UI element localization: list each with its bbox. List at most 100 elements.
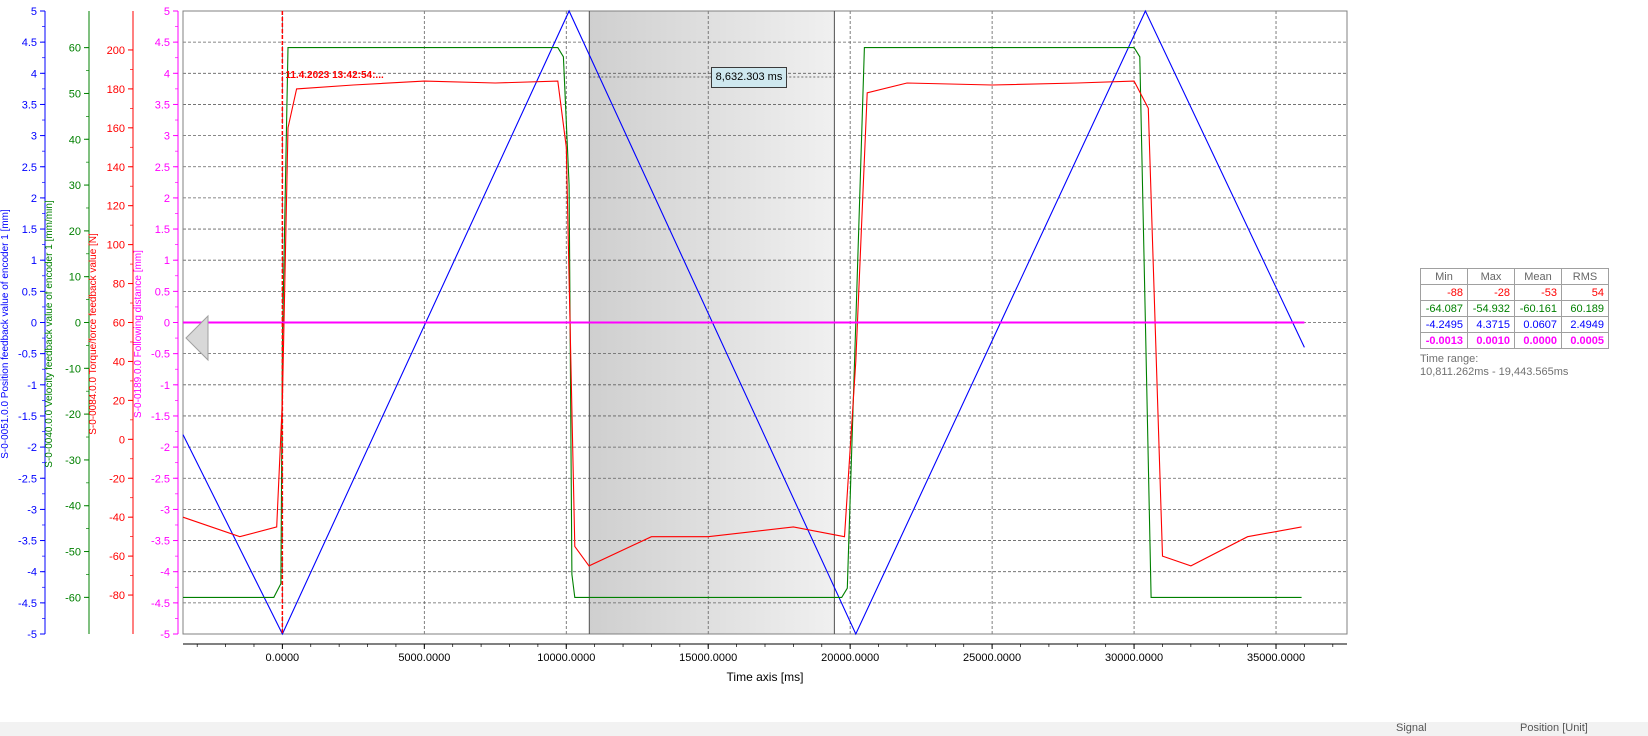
y-tick-label-force: 120 [107, 201, 125, 213]
y-tick-label-follow: 4.5 [155, 37, 170, 49]
y-tick-label-follow: 1 [164, 255, 170, 267]
x-tick-label: 10000.0000 [537, 652, 595, 664]
x-tick-label: 30000.0000 [1105, 652, 1163, 664]
y-tick-label-vel: -50 [65, 547, 81, 559]
y-tick-label-force: 60 [113, 318, 125, 330]
y-axis-label-follow: S-0-0189.0.0 Following distance [mm] [133, 250, 144, 418]
y-tick-label-vel: 30 [69, 180, 81, 192]
y-tick-label-pos: 1 [31, 255, 37, 267]
stats-cell: 2.4949 [1561, 316, 1609, 333]
cursor-timestamp-label: 11.4.2023 13:42:54:... [285, 70, 384, 81]
y-tick-label-vel: 40 [69, 134, 81, 146]
stats-cell: -53 [1514, 284, 1562, 301]
y-tick-label-pos: -2 [27, 442, 37, 454]
scroll-left-arrow [185, 314, 209, 362]
stats-cell: 60.189 [1561, 300, 1609, 317]
y-tick-label-force: -40 [109, 512, 125, 524]
y-tick-label-force: 140 [107, 162, 125, 174]
stats-cell: -28 [1467, 284, 1515, 301]
y-tick-label-pos: -0.5 [18, 349, 37, 361]
y-tick-label-pos: 1.5 [22, 224, 37, 236]
stats-cell: -0.0013 [1420, 332, 1468, 349]
stats-cell: 4.3715 [1467, 316, 1515, 333]
y-tick-label-vel: -20 [65, 409, 81, 421]
y-tick-label-force: -20 [109, 473, 125, 485]
y-tick-label-vel: 0 [75, 318, 81, 330]
y-tick-label-force: 160 [107, 123, 125, 135]
y-tick-label-follow: -2 [160, 442, 170, 454]
x-tick-label: 0.0000 [266, 652, 300, 664]
y-tick-label-follow: -4.5 [151, 598, 170, 610]
y-tick-label-pos: -4.5 [18, 598, 37, 610]
y-tick-label-vel: -60 [65, 592, 81, 604]
y-tick-label-force: 100 [107, 240, 125, 252]
y-tick-label-follow: -0.5 [151, 349, 170, 361]
delta-time-label: 8,632.303 ms [711, 67, 787, 88]
y-axis-label-vel: S-0-0040.0.0 Velocity feedback value of … [44, 200, 55, 468]
stats-header-rms: RMS [1561, 268, 1609, 285]
y-tick-label-vel: -30 [65, 455, 81, 467]
x-tick-label: 20000.0000 [821, 652, 879, 664]
time-range-label: Time range: [1420, 353, 1479, 365]
y-tick-label-follow: 3.5 [155, 99, 170, 111]
stats-row-velocity: -64.087 -54.932 -60.161 60.189 [1420, 300, 1609, 317]
y-tick-label-pos: -3 [27, 504, 37, 516]
y-tick-label-follow: 1.5 [155, 224, 170, 236]
y-tick-label-follow: -5 [160, 629, 170, 641]
y-tick-label-force: -60 [109, 551, 125, 563]
y-tick-label-vel: 50 [69, 88, 81, 100]
stats-cell: -88 [1420, 284, 1468, 301]
x-tick-label: 25000.0000 [963, 652, 1021, 664]
y-tick-label-force: 20 [113, 395, 125, 407]
y-tick-label-pos: -5 [27, 629, 37, 641]
time-range-info: Time range: 10,811.262ms - 19,443.565ms [1420, 353, 1568, 379]
y-tick-label-vel: 10 [69, 272, 81, 284]
y-tick-label-follow: -3.5 [151, 536, 170, 548]
y-tick-label-follow: 0 [164, 318, 170, 330]
stats-cell: 54 [1561, 284, 1609, 301]
y-tick-label-pos: 0 [31, 318, 37, 330]
y-tick-label-pos: 2 [31, 193, 37, 205]
stats-cell: -64.087 [1420, 300, 1468, 317]
y-tick-label-vel: 20 [69, 226, 81, 238]
x-axis-label: Time axis [ms] [727, 670, 804, 684]
y-axis-label-pos: S-0-0051.0.0 Position feedback value of … [0, 209, 11, 459]
stats-cell: 0.0000 [1514, 332, 1562, 349]
stats-header-max: Max [1467, 268, 1515, 285]
y-tick-label-pos: -2.5 [18, 473, 37, 485]
y-tick-label-follow: 4 [164, 68, 170, 80]
stats-header-min: Min [1420, 268, 1468, 285]
x-tick-label: 35000.0000 [1247, 652, 1305, 664]
stats-cell: 0.0010 [1467, 332, 1515, 349]
stats-row-position: -4.2495 4.3715 0.0607 2.4949 [1420, 316, 1609, 333]
y-tick-label-vel: -40 [65, 501, 81, 513]
stats-row-following: -0.0013 0.0010 0.0000 0.0005 [1420, 332, 1609, 349]
y-tick-label-pos: 3.5 [22, 99, 37, 111]
y-tick-label-force: -80 [109, 590, 125, 602]
x-tick-label: 5000.0000 [398, 652, 450, 664]
stats-cell: 0.0005 [1561, 332, 1609, 349]
series-line-vel [183, 47, 1302, 598]
stats-cell: -60.161 [1514, 300, 1562, 317]
y-tick-label-pos: -1.5 [18, 411, 37, 423]
stats-cell: 0.0607 [1514, 316, 1562, 333]
y-axis-label-force: S-0-0084.0.0 Torque/force feedback value… [88, 233, 99, 435]
y-tick-label-force: 0 [119, 434, 125, 446]
y-tick-label-follow: -4 [160, 567, 170, 579]
y-tick-label-pos: 4 [31, 68, 37, 80]
y-tick-label-force: 80 [113, 279, 125, 291]
y-tick-label-follow: 0.5 [155, 286, 170, 298]
bottom-bar: Signal Position [Unit] [0, 722, 1648, 736]
y-tick-label-pos: 2.5 [22, 162, 37, 174]
y-tick-label-follow: 5 [164, 6, 170, 18]
position-column-label: Position [Unit] [1520, 722, 1588, 734]
y-tick-label-follow: -1.5 [151, 411, 170, 423]
y-tick-label-pos: 0.5 [22, 286, 37, 298]
y-tick-label-follow: -1 [160, 380, 170, 392]
y-tick-label-follow: 2 [164, 193, 170, 205]
stats-cell: -54.932 [1467, 300, 1515, 317]
y-tick-label-pos: 3 [31, 131, 37, 143]
y-tick-label-force: 40 [113, 356, 125, 368]
y-tick-label-force: 200 [107, 45, 125, 57]
